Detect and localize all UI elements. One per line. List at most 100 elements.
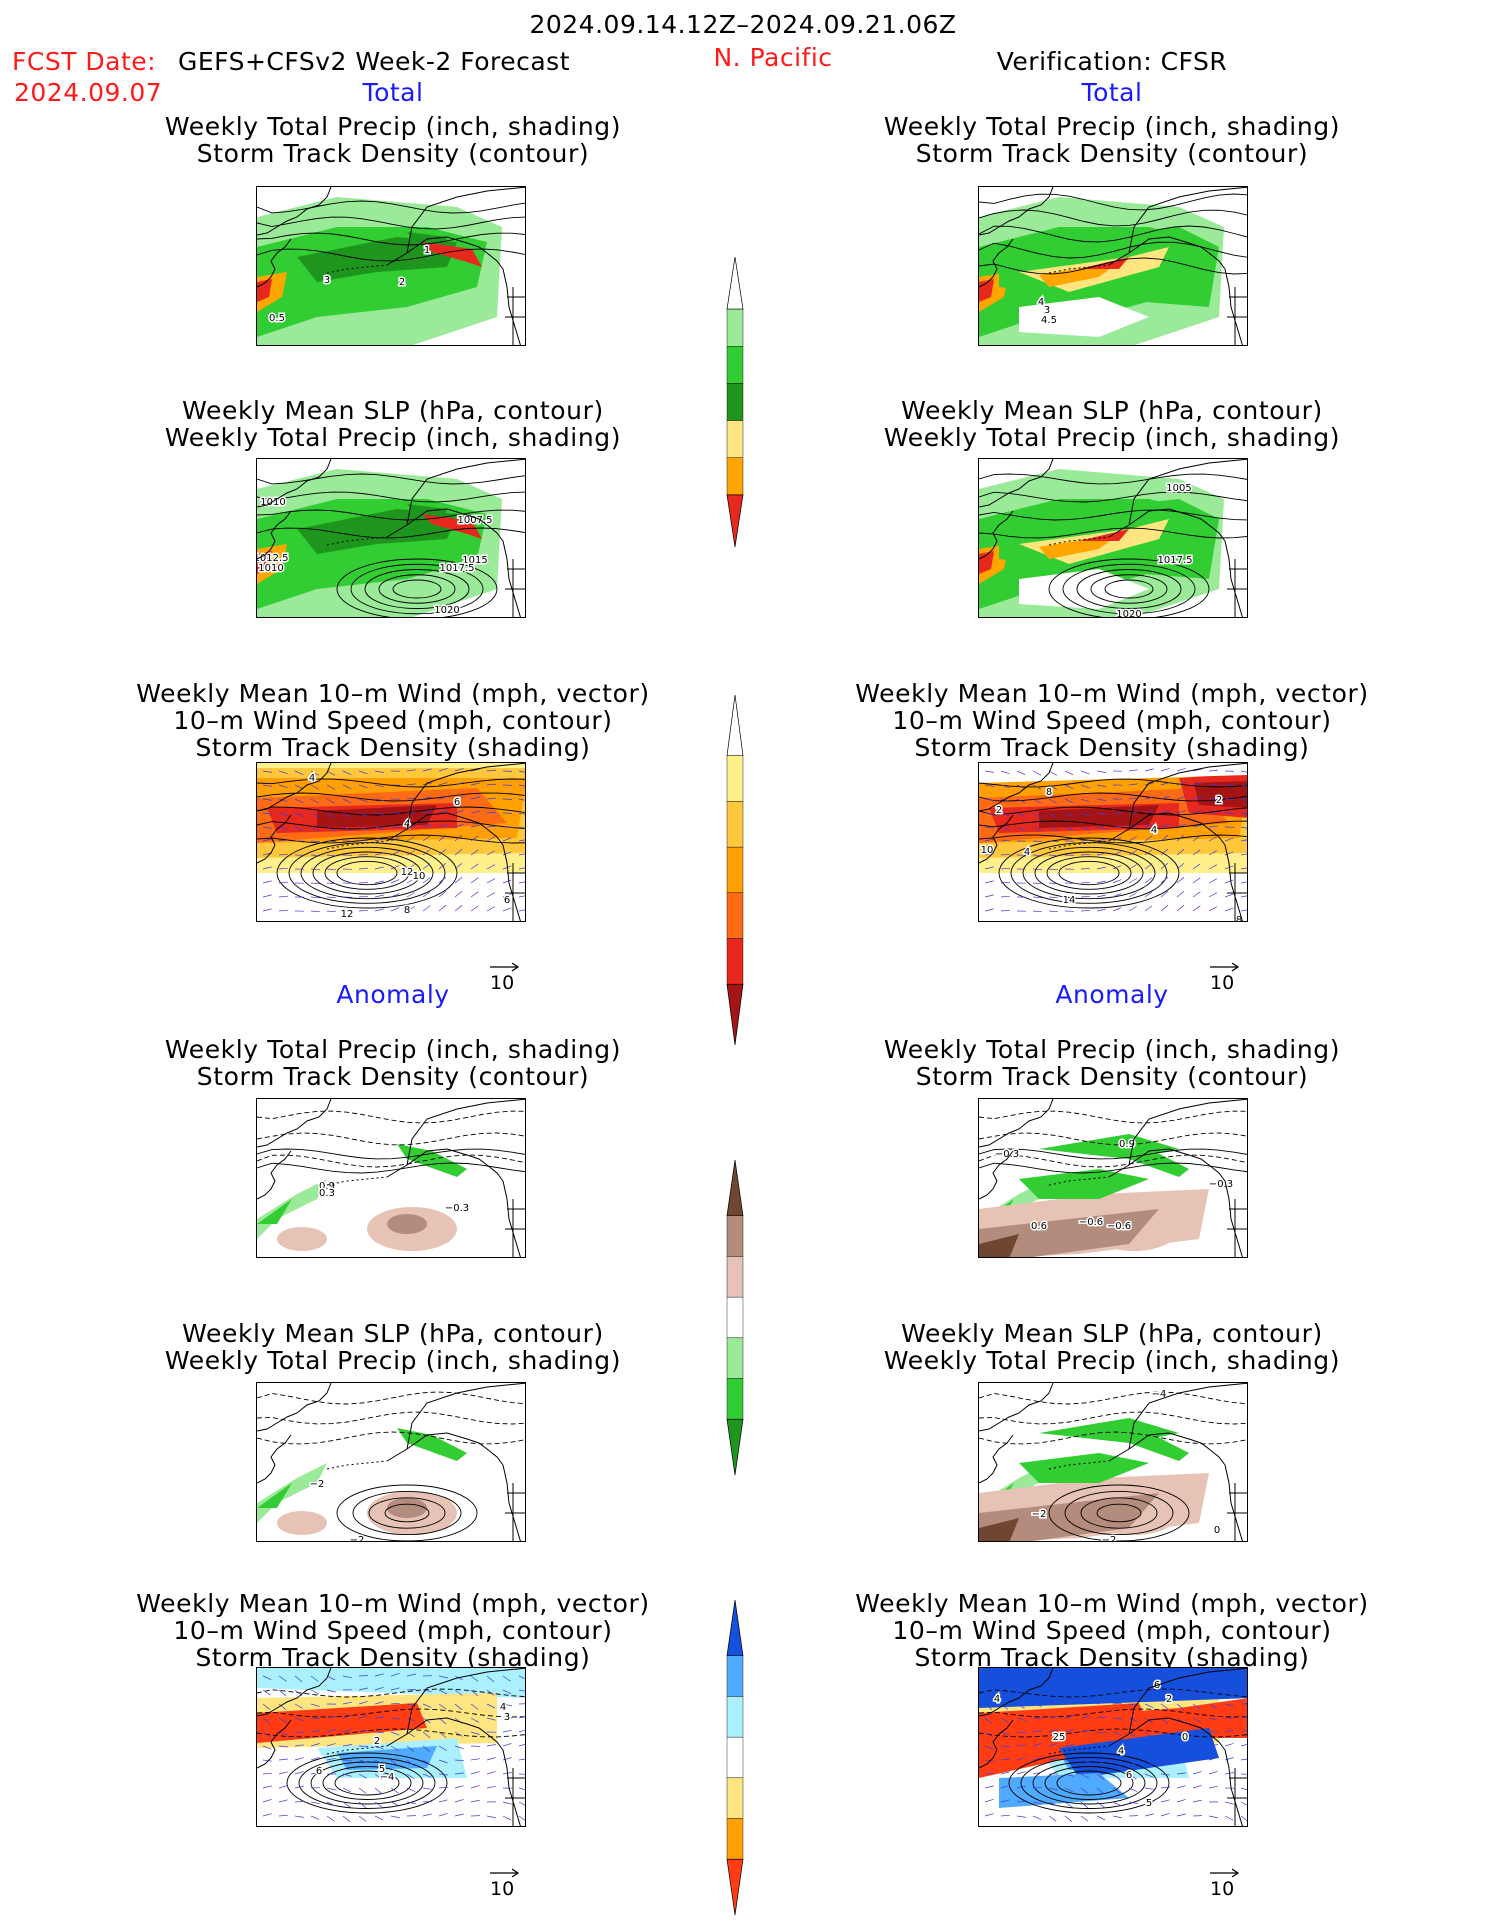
contour-label: 4.5 <box>1041 315 1057 326</box>
panel-title-verif-3-line-2: 10–m Wind Speed (mph, contour) <box>892 706 1332 735</box>
contour-label: 2 <box>374 1736 380 1747</box>
panel-title-fcst-6-line-1: Weekly Mean 10–m Wind (mph, vector) <box>136 1589 650 1618</box>
vector-ref-value: 10 <box>490 972 515 994</box>
contour-label: 8 <box>1046 787 1052 798</box>
contour-label: 1007.5 <box>458 515 493 526</box>
map-verif-anom-wind: 4 6 2 25 4 0 6 5 <box>978 1667 1248 1827</box>
contour-label: 0.9 <box>1119 1139 1135 1150</box>
panel-title-fcst-3-line-2: 10–m Wind Speed (mph, contour) <box>173 706 613 735</box>
contour-label: 0.6 <box>1031 1221 1047 1232</box>
panel-title-fcst-1: Weekly Total Precip (inch, shading) Storm… <box>165 113 621 167</box>
panel-title-verif-3-line-1: Weekly Mean 10–m Wind (mph, vector) <box>855 679 1369 708</box>
contour-label: −2 <box>1102 1535 1117 1542</box>
map-verif-total-precip: 4 3 4.5 <box>978 186 1248 346</box>
panel-title-verif-1-line-2: Storm Track Density (contour) <box>915 139 1309 168</box>
contour-label: 6 <box>454 797 460 808</box>
colorbar-precip-anom <box>725 1159 745 1479</box>
panel-title-fcst-6: Weekly Mean 10–m Wind (mph, vector) 10–m … <box>136 1590 649 1671</box>
vector-ref-fcst-anom: 10 <box>488 1868 522 1900</box>
contour-label: 3 <box>504 1712 510 1723</box>
contour-label: 4 <box>1118 1746 1124 1757</box>
contour-label: 4 <box>1024 847 1030 858</box>
contour-label: −0.6 <box>1107 1221 1131 1232</box>
map-verif-anom-slp: −4 −2 −2 0 <box>978 1382 1248 1542</box>
vector-ref-value: 10 <box>1210 972 1235 994</box>
fcst-date: 2024.09.07 <box>14 78 163 107</box>
panel-title-verif-3: Weekly Mean 10–m Wind (mph, vector) 10–m … <box>855 680 1368 761</box>
vector-ref-value: 10 <box>1210 1878 1235 1900</box>
contour-label: 4 <box>994 1694 1000 1705</box>
map-verif-total-slp: 1005 1017.5 1020 <box>978 458 1248 618</box>
vector-ref-verif-total: 10 <box>1208 962 1242 994</box>
map-verif-total-wind: 8 2 10 4 4 2 14 8 <box>978 762 1248 922</box>
panel-title-verif-1-line-1: Weekly Total Precip (inch, shading) <box>883 112 1341 141</box>
map-fcst-total-precip: 1 3 2 0.5 <box>256 186 526 346</box>
panel-title-verif-4-line-2: Storm Track Density (contour) <box>915 1062 1309 1091</box>
fcst-date-label: FCST Date: <box>12 47 157 76</box>
panel-title-verif-4-line-1: Weekly Total Precip (inch, shading) <box>883 1035 1341 1064</box>
panel-title-verif-4: Weekly Total Precip (inch, shading) Storm… <box>884 1036 1340 1090</box>
panel-title-fcst-1-line-2: Storm Track Density (contour) <box>196 139 590 168</box>
panel-title-fcst-1-line-1: Weekly Total Precip (inch, shading) <box>164 112 622 141</box>
panel-title-verif-2-line-2: Weekly Total Precip (inch, shading) <box>883 423 1341 452</box>
contour-label: 1010 <box>260 497 285 508</box>
contour-label: 2 <box>1166 1694 1172 1705</box>
contour-label: 6 <box>1126 1770 1132 1781</box>
contour-label: 6 <box>316 1766 322 1777</box>
verification-label: Verification: CFSR <box>996 47 1228 76</box>
panel-title-fcst-4: Weekly Total Precip (inch, shading) Storm… <box>165 1036 621 1090</box>
panel-title-verif-6: Weekly Mean 10–m Wind (mph, vector) 10–m … <box>855 1590 1368 1671</box>
panel-title-fcst-5-line-2: Weekly Total Precip (inch, shading) <box>164 1346 622 1375</box>
contour-label: 0.5 <box>269 313 285 324</box>
contour-label: 10 <box>981 845 994 856</box>
panel-title-fcst-5: Weekly Mean SLP (hPa, contour) Weekly Tot… <box>165 1320 621 1374</box>
vector-ref-verif-anom: 10 <box>1208 1868 1242 1900</box>
contour-label: 5 <box>1146 1798 1152 1809</box>
contour-label: −0.3 <box>445 1203 469 1214</box>
panel-title-fcst-4-line-2: Storm Track Density (contour) <box>196 1062 590 1091</box>
contour-label: 4 <box>309 773 315 784</box>
contour-label: 25 <box>1053 1732 1066 1743</box>
contour-label: 0.3 <box>319 1188 335 1199</box>
section-total-verification: Total <box>1081 78 1143 107</box>
panel-title-verif-5-line-2: Weekly Total Precip (inch, shading) <box>883 1346 1341 1375</box>
contour-label: −0.3 <box>995 1149 1019 1160</box>
panel-title-verif-2: Weekly Mean SLP (hPa, contour) Weekly Tot… <box>884 397 1340 451</box>
panel-title-verif-2-line-1: Weekly Mean SLP (hPa, contour) <box>901 396 1323 425</box>
contour-label: 3 <box>1044 305 1050 316</box>
model-name: GEFS+CFSv2 Week-2 Forecast <box>178 47 570 76</box>
colorbar-storm-total <box>725 694 745 1049</box>
panel-title-verif-3-line-3: Storm Track Density (shading) <box>914 733 1310 762</box>
panel-title-verif-6-line-1: Weekly Mean 10–m Wind (mph, vector) <box>855 1589 1369 1618</box>
contour-label: 8 <box>404 905 410 916</box>
panel-title-fcst-3-line-3: Storm Track Density (shading) <box>195 733 591 762</box>
contour-label: 5 <box>379 1764 385 1775</box>
contour-label: 3 <box>324 275 330 286</box>
contour-label: 2 <box>399 277 405 288</box>
contour-label: 4 <box>1151 825 1157 836</box>
vector-ref-value: 10 <box>490 1878 515 1900</box>
contour-label: 1015 <box>462 555 487 566</box>
region-title: N. Pacific <box>713 43 833 72</box>
vector-ref-fcst-total: 10 <box>488 962 522 994</box>
contour-label: 12 <box>401 867 414 878</box>
contour-label: 1 <box>424 245 430 256</box>
contour-label: 0 <box>1182 1732 1188 1743</box>
panel-title-fcst-5-line-1: Weekly Mean SLP (hPa, contour) <box>182 1319 604 1348</box>
contour-label: −2 <box>1032 1509 1047 1520</box>
section-anomaly-forecast: Anomaly <box>336 980 450 1009</box>
panel-title-verif-6-line-3: Storm Track Density (shading) <box>914 1643 1310 1672</box>
contour-label: 4 <box>1038 297 1044 308</box>
map-fcst-total-slp: 1010 1007.5 1012.5 1010 1015 1017.5 1020 <box>256 458 526 618</box>
contour-label: 1020 <box>434 605 459 616</box>
contour-label: −0.3 <box>1209 1179 1233 1190</box>
section-anomaly-verification: Anomaly <box>1055 980 1169 1009</box>
colorbar-precip-total <box>725 256 745 551</box>
panel-title-fcst-6-line-2: 10–m Wind Speed (mph, contour) <box>173 1616 613 1645</box>
contour-label: 4 <box>500 1702 506 1713</box>
contour-label: 1017.5 <box>440 563 475 574</box>
panel-title-fcst-6-line-3: Storm Track Density (shading) <box>195 1643 591 1672</box>
panel-title-fcst-4-line-1: Weekly Total Precip (inch, shading) <box>164 1035 622 1064</box>
map-verif-anom-precip: −0.3 0.9 −0.3 0.6 −0.6 −0.6 <box>978 1098 1248 1258</box>
panel-title-fcst-2-line-2: Weekly Total Precip (inch, shading) <box>164 423 622 452</box>
